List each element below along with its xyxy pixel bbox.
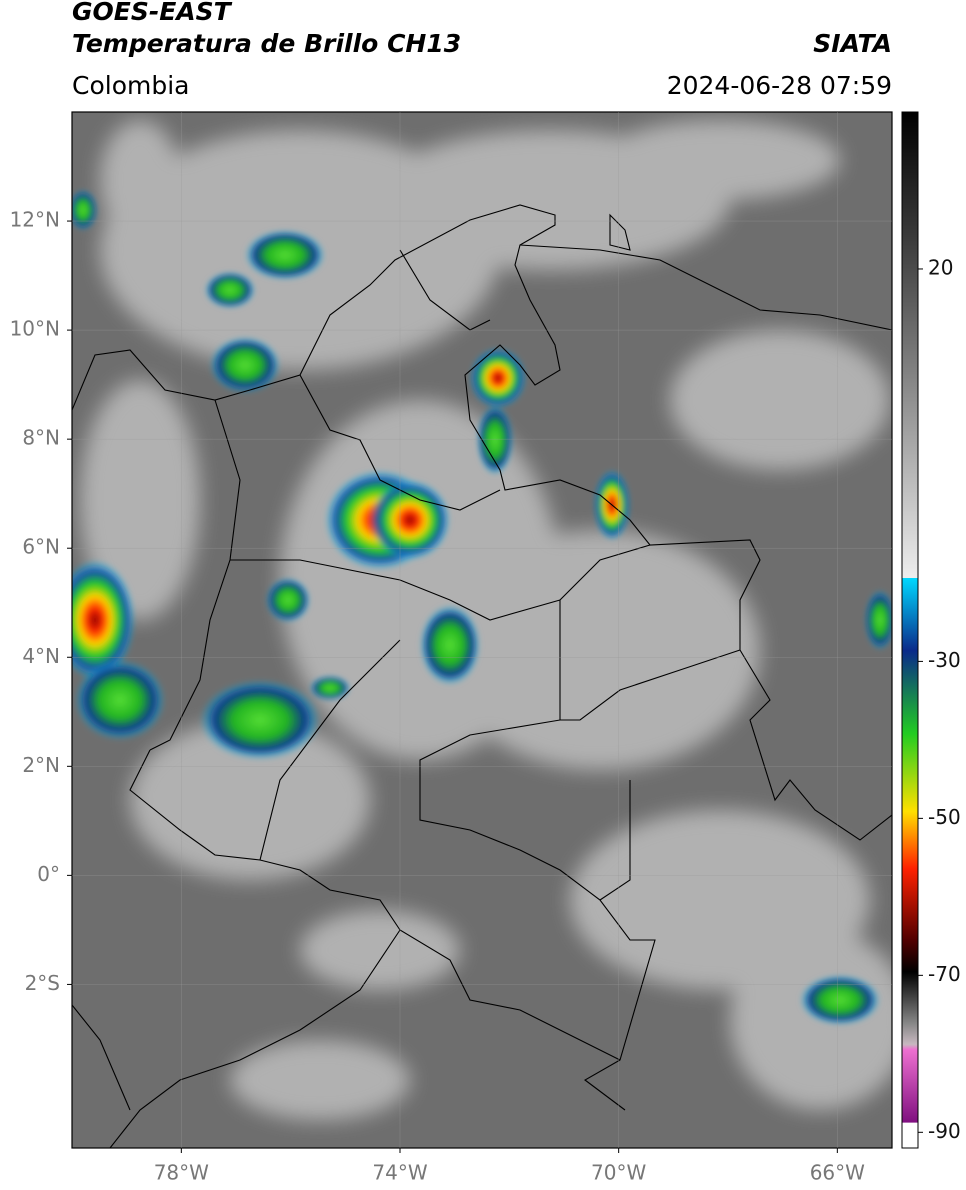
x-tick-label: 74°W — [372, 1161, 427, 1185]
title: GOES-EAST — [72, 0, 233, 26]
colorbar — [901, 111, 919, 1149]
datetime: 2024-06-28 07:59 — [667, 71, 892, 100]
map-frame — [71, 111, 893, 1149]
y-tick-label: 0° — [37, 862, 60, 886]
y-tick-label: 8°N — [22, 426, 60, 450]
satellite-image — [72, 112, 892, 1148]
x-tick-label: 66°W — [810, 1161, 865, 1185]
source: SIATA — [813, 29, 892, 58]
subtitle: Temperatura de Brillo CH13 — [72, 29, 461, 58]
borders — [72, 204, 892, 1148]
colorbar-tick-label: -70 — [928, 962, 961, 986]
colorbar-tick-label: -30 — [928, 648, 961, 672]
y-tick-label: 2°N — [22, 753, 60, 777]
y-tick-label: 10°N — [10, 317, 60, 341]
y-tick-label: 4°N — [22, 644, 60, 668]
y-tick-label: 6°N — [22, 535, 60, 559]
colorbar-tick-label: -90 — [928, 1119, 961, 1143]
y-tick-label: 2°S — [25, 971, 60, 995]
x-tick-label: 70°W — [591, 1161, 646, 1185]
x-tick-label: 78°W — [154, 1161, 209, 1185]
colorbar-tick-label: 20 — [928, 255, 953, 279]
y-tick-label: 12°N — [10, 208, 60, 232]
region: Colombia — [72, 71, 189, 100]
colorbar-tick-label: -50 — [928, 805, 961, 829]
